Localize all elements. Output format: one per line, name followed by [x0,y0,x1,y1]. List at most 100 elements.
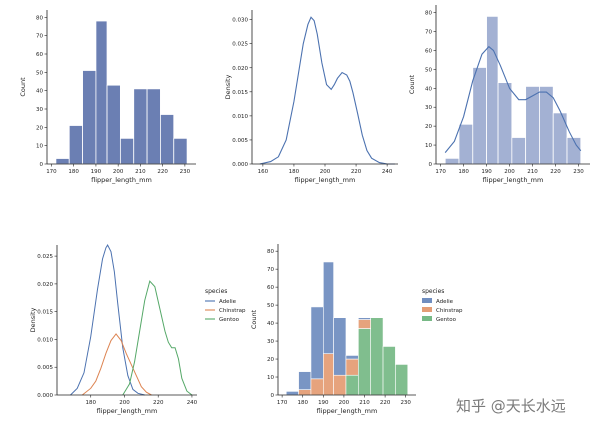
chart-5-axes: 170 180 190 200 210 220 230 0 10 20 30 40 50 60 70 80 fl… [250,244,416,415]
x-tick-label: 200 [119,400,130,406]
y-tick-label: 0.015 [232,90,248,96]
y-axis-label: Density [29,307,37,332]
stacked-bar-adelie [345,355,359,360]
x-axis-label: flipper_length_mm [483,176,544,184]
kde-line-gentoo [122,280,193,396]
y-axis-label: Count [19,77,27,97]
chart-4-axes: 180 200 220 240 0.000 0.005 0.010 0.015 0.020 0.0… [29,245,198,415]
stacked-bar-gentoo [370,317,384,396]
y-tick-label: 40 [36,89,43,95]
legend-swatch [422,316,432,321]
y-tick-label: 70 [36,34,43,40]
histogram-bar [472,67,487,165]
kde-line-chinstrap [81,333,152,396]
stacked-bar-gentoo [345,374,359,396]
y-tick-label: 50 [36,70,43,76]
x-tick-label: 200 [339,400,350,406]
x-tick-label: 220 [153,400,164,406]
histogram-bar [95,20,108,165]
y-tick-label: 60 [267,285,274,291]
x-tick-label: 160 [258,169,269,175]
x-tick-label: 180 [68,169,79,175]
legend-label: Gentoo [436,317,457,323]
x-tick-label: 230 [400,400,411,406]
x-axis-label: flipper_length_mm [295,176,356,184]
y-tick-label: 50 [267,303,274,309]
y-tick-label: 10 [267,375,274,381]
x-tick-label: 170 [277,400,288,406]
x-tick-label: 220 [380,400,391,406]
histogram-bar [160,114,175,165]
stacked-bar-chinstrap [298,389,312,396]
y-tick-label: 50 [425,67,432,73]
x-tick-label: 200 [113,169,124,175]
y-tick-label: 80 [267,249,274,255]
x-tick-label: 180 [297,400,308,406]
x-tick-label: 170 [435,169,446,175]
x-tick-label: 230 [573,169,584,175]
x-tick-label: 190 [91,169,102,175]
legend-title: species [422,288,444,295]
chart-3-axes: 170 180 190 200 210 220 230 0 10 20 30 40 50 60 70 80 fl… [408,5,590,184]
y-tick-label: 60 [36,52,43,58]
legend-label: Adelie [219,299,237,305]
y-tick-label: 30 [267,339,274,345]
stacked-bar-chinstrap [333,374,347,396]
y-tick-label: 40 [267,321,274,327]
y-tick-label: 0 [429,162,433,168]
y-tick-label: 70 [267,267,274,273]
y-tick-label: 0 [271,393,275,399]
x-tick-label: 220 [157,169,168,175]
histogram-bar [552,112,568,165]
kde-line-adelie [70,243,145,396]
histogram-bar [133,88,148,165]
y-tick-label: 0 [40,162,44,168]
stacked-bar-chinstrap [345,358,359,376]
x-tick-label: 210 [359,400,370,406]
legend-swatch [422,307,432,312]
y-tick-label: 0.015 [37,310,53,316]
y-tick-label: 0.005 [37,365,53,371]
chart-3-bars [444,15,582,165]
y-tick-label: 10 [36,144,43,150]
y-tick-label: 70 [425,30,432,36]
stacked-bar-gentoo [382,346,396,396]
y-tick-label: 30 [36,107,43,113]
y-axis-label: Density [224,74,232,99]
x-tick-label: 180 [458,169,469,175]
legend-title: species [205,288,227,295]
legend-label: Gentoo [219,317,240,323]
x-axis-label: flipper_length_mm [91,176,152,184]
y-tick-label: 0.020 [232,66,248,72]
y-tick-label: 0.000 [232,162,248,168]
histogram-bar [119,137,135,165]
histogram-bar [539,85,554,165]
histogram-bar [55,158,70,165]
x-tick-label: 200 [504,169,515,175]
y-tick-label: 20 [267,357,274,363]
stacked-bar-chinstrap [310,378,324,396]
histogram-bar [486,15,499,165]
stacked-bar-adelie [285,391,299,396]
x-tick-label: 230 [180,169,191,175]
y-tick-label: 20 [36,125,43,131]
x-tick-label: 240 [382,169,393,175]
chart-2-axes: 160 180 200 220 240 0.000 0.005 0.010 0.015 0.020… [224,10,398,184]
x-tick-label: 190 [318,400,329,406]
legend-label: Chinstrap [436,308,463,314]
x-axis-label: flipper_length_mm [317,407,378,415]
y-tick-label: 0.025 [232,42,248,48]
y-tick-label: 0.030 [232,18,248,24]
histogram-bar [68,125,83,165]
chart-1-axes: 170 180 190 200 210 220 230 0 10 20 30 40 50 60 70 80 fl… [19,10,196,184]
x-tick-label: 200 [320,169,331,175]
x-tick-label: 240 [187,400,198,406]
stacked-bar-adelie [323,261,334,354]
stacked-bar-chinstrap [358,319,371,329]
y-tick-label: 0.010 [232,114,248,120]
y-tick-label: 0.020 [37,282,53,288]
y-tick-label: 0.010 [37,337,53,343]
y-tick-label: 30 [425,105,432,111]
x-axis-label: flipper_length_mm [97,407,158,415]
